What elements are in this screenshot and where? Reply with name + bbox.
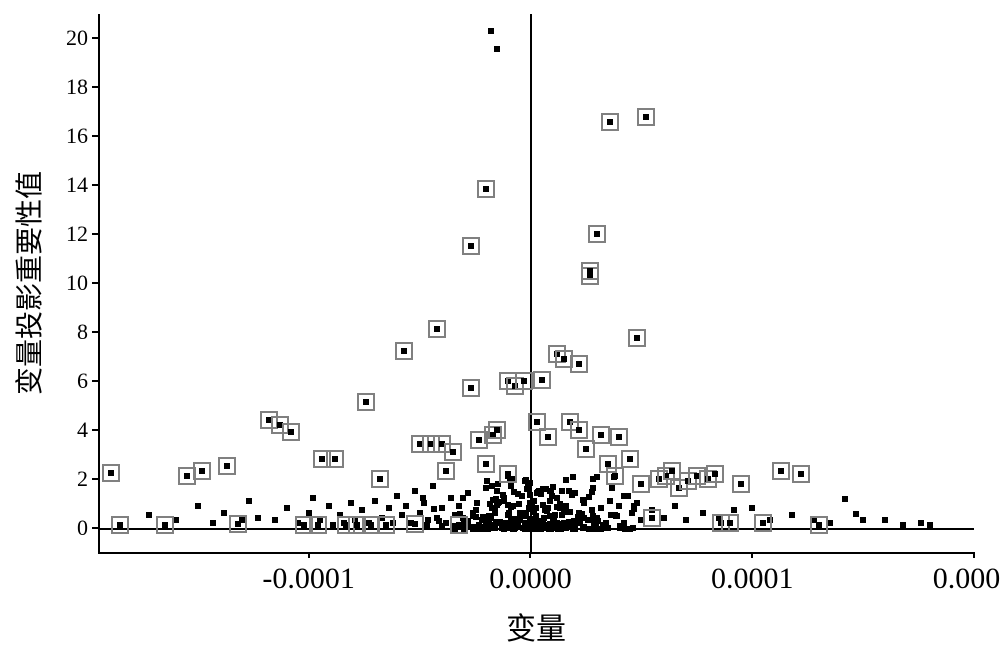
- y-tick-label: 16: [66, 123, 88, 149]
- x-tick-mark: [973, 552, 975, 558]
- x-tick-mark: [751, 552, 753, 558]
- y-tick-mark: [92, 527, 98, 529]
- x-tick-label: 0.0002: [933, 562, 1000, 596]
- y-tick-label: 12: [66, 221, 88, 247]
- y-tick-mark: [92, 478, 98, 480]
- y-tick-mark: [92, 184, 98, 186]
- x-tick-mark: [308, 552, 310, 558]
- y-zero-line: [98, 528, 974, 530]
- x-axis-title: 变量: [506, 604, 566, 648]
- plot-area: [98, 14, 974, 552]
- x-tick-mark: [529, 552, 531, 558]
- y-tick-label: 4: [77, 417, 88, 443]
- x-zero-line: [530, 14, 532, 552]
- x-tick-label: -0.0001: [262, 562, 355, 596]
- y-axis-title: 变量投影重要性值: [8, 171, 48, 395]
- y-tick-mark: [92, 282, 98, 284]
- y-tick-mark: [92, 135, 98, 137]
- y-tick-mark: [92, 233, 98, 235]
- scatter-figure: 0 2 4 6 8 10 12 14 16 18 20 -0.0001 0.0000 0.0001 0.0…: [0, 0, 1000, 664]
- y-tick-label: 18: [66, 74, 88, 100]
- x-tick-label: 0.0001: [711, 562, 794, 596]
- y-tick-label: 2: [77, 466, 88, 492]
- y-tick-mark: [92, 331, 98, 333]
- y-tick-mark: [92, 380, 98, 382]
- x-tick-label: 0.0000: [489, 562, 572, 596]
- y-tick-label: 14: [66, 172, 88, 198]
- y-tick-label: 0: [77, 515, 88, 541]
- y-tick-mark: [92, 37, 98, 39]
- y-tick-label: 8: [77, 319, 88, 345]
- y-tick-mark: [92, 429, 98, 431]
- y-tick-label: 6: [77, 368, 88, 394]
- y-axis-edge: [98, 14, 100, 552]
- y-tick-label: 20: [66, 25, 88, 51]
- y-tick-label: 10: [66, 270, 88, 296]
- x-axis-edge: [98, 552, 974, 554]
- y-tick-mark: [92, 86, 98, 88]
